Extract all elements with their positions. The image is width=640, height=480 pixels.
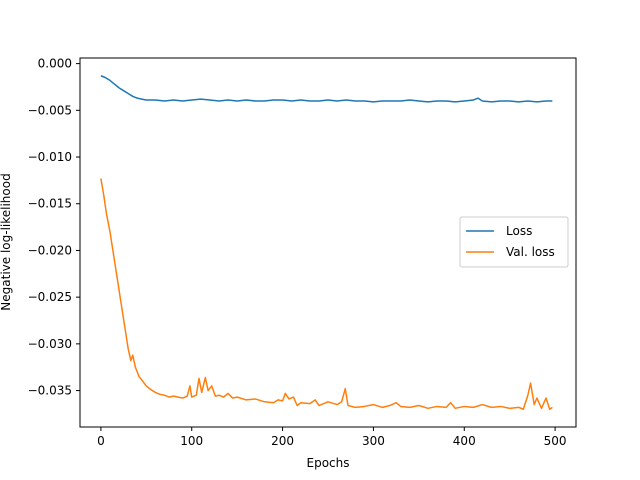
y-tick-label: −0.010: [28, 150, 72, 164]
x-tick-label: 0: [97, 434, 105, 448]
y-tick-label: 0.000: [38, 57, 72, 71]
plot-frame: [79, 57, 577, 428]
series-line-loss: [100, 75, 553, 103]
legend-box: [459, 216, 569, 268]
series-line-val-loss: [100, 178, 553, 410]
x-tick-label: 100: [180, 434, 203, 448]
y-tick-label: −0.025: [28, 290, 72, 304]
series-layer: [100, 75, 553, 410]
x-axis: 0 100 200 300 400 500: [97, 427, 567, 448]
x-tick-label: 200: [271, 434, 294, 448]
y-tick-label: −0.015: [28, 197, 72, 211]
legend: Loss Val. loss: [459, 216, 569, 268]
y-tick-label: −0.035: [28, 384, 72, 398]
y-tick-label: −0.030: [28, 337, 72, 351]
legend-label-loss: Loss: [506, 224, 532, 238]
y-axis-label: Negative log-likelihood: [0, 173, 13, 310]
x-tick-label: 400: [453, 434, 476, 448]
x-tick-label: 300: [362, 434, 385, 448]
legend-label-val-loss: Val. loss: [506, 245, 555, 259]
y-tick-label: −0.005: [28, 103, 72, 117]
y-tick-label: −0.020: [28, 243, 72, 257]
x-axis-label: Epochs: [307, 456, 350, 470]
x-tick-label: 500: [544, 434, 567, 448]
y-axis: 0.000 −0.005 −0.010 −0.015 −0.020 −0.025 −0.03…: [28, 57, 80, 398]
